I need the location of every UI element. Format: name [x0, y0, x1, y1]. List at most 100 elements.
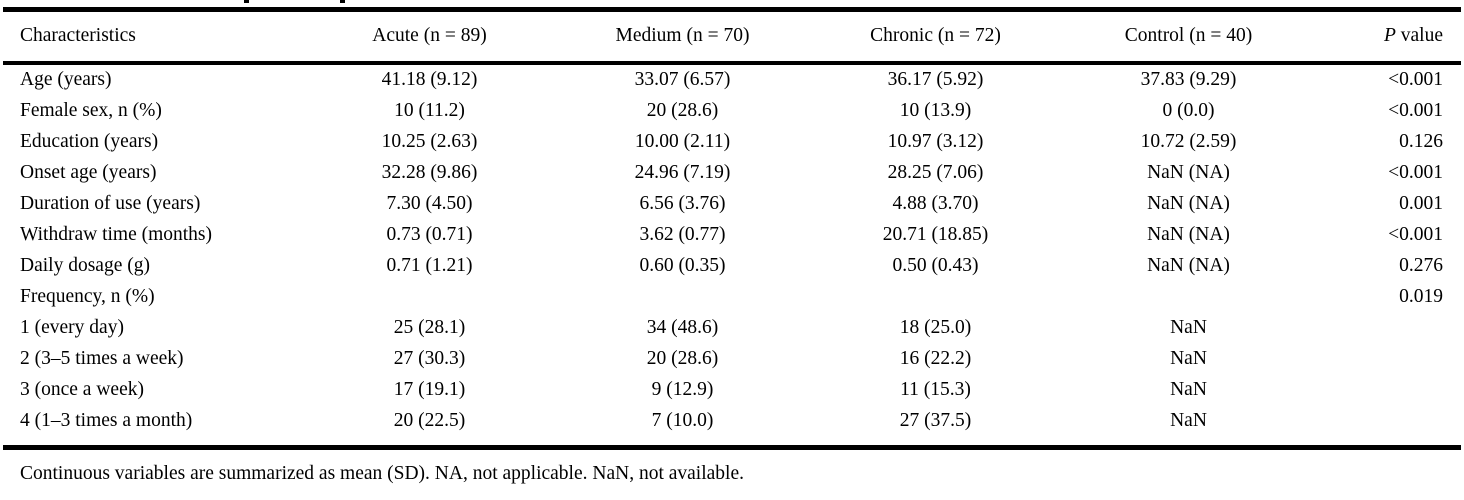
cell-chronic: 36.17 (5.92) [887, 69, 984, 91]
cell-p-value [1315, 406, 1461, 437]
header-characteristics: Characteristics [3, 12, 303, 65]
cell-acute: 17 (19.1) [393, 379, 466, 401]
cell-acute: 20 (22.5) [393, 410, 466, 432]
cropped-caption-artifact [340, 0, 345, 3]
cell-medium: 3.62 (0.77) [639, 224, 726, 246]
header-acute: Acute (n = 89) [303, 12, 556, 65]
cell-acute: 10 (11.2) [394, 100, 465, 122]
cell-medium: 34 (48.6) [646, 317, 719, 339]
table-bottom-padding [0, 437, 1464, 445]
cell-p-value [1315, 313, 1461, 344]
cell-medium: 0.60 (0.35) [639, 255, 726, 277]
cell-medium: 7 (10.0) [651, 410, 714, 432]
cell-acute: 25 (28.1) [393, 317, 466, 339]
cell-acute: 10.25 (2.63) [381, 131, 478, 153]
cell-control: NaN (NA) [1147, 224, 1230, 246]
row-label: Age (years) [20, 69, 112, 91]
cell-p-value: <0.001 [1388, 224, 1443, 246]
table-row: Daily dosage (g) 0.71 (1.21) 0.60 (0.35)… [3, 251, 1461, 282]
cell-control [1062, 282, 1315, 313]
cell-control: NaN (NA) [1147, 255, 1230, 277]
cell-medium: 24.96 (7.19) [634, 162, 731, 184]
table-top-rule [3, 7, 1461, 12]
cell-chronic [809, 282, 1062, 313]
cell-chronic: 11 (15.3) [900, 379, 971, 401]
row-label: 2 (3–5 times a week) [20, 348, 184, 370]
cell-medium: 10.00 (2.11) [634, 131, 731, 153]
cell-control: NaN [1170, 348, 1207, 370]
cell-p-value: 0.126 [1399, 131, 1443, 153]
cell-acute [303, 282, 556, 313]
header-medium: Medium (n = 70) [556, 12, 809, 65]
cell-control: NaN (NA) [1147, 193, 1230, 215]
header-p-value: P value [1315, 12, 1461, 65]
table-row: 2 (3–5 times a week) 27 (30.3) 20 (28.6)… [3, 344, 1461, 375]
row-label: Education (years) [20, 131, 159, 153]
cell-chronic: 4.88 (3.70) [892, 193, 979, 215]
cell-p-value [1315, 375, 1461, 406]
row-label: Daily dosage (g) [20, 255, 150, 277]
cell-acute: 32.28 (9.86) [381, 162, 478, 184]
table-row: Age (years) 41.18 (9.12) 33.07 (6.57) 36… [3, 63, 1461, 96]
cell-medium: 9 (12.9) [651, 379, 714, 401]
cell-medium: 20 (28.6) [646, 100, 719, 122]
cell-acute: 27 (30.3) [393, 348, 466, 370]
cell-acute: 0.71 (1.21) [386, 255, 473, 277]
cell-medium: 33.07 (6.57) [634, 69, 731, 91]
cell-control: NaN [1170, 379, 1207, 401]
row-label: 4 (1–3 times a month) [20, 410, 193, 432]
table-footnote: Continuous variables are summarized as m… [20, 463, 744, 484]
cell-p-value: 0.001 [1399, 193, 1443, 215]
table-row: 1 (every day) 25 (28.1) 34 (48.6) 18 (25… [3, 313, 1461, 344]
table-row: Female sex, n (%) 10 (11.2) 20 (28.6) 10… [3, 96, 1461, 127]
header-chronic: Chronic (n = 72) [809, 12, 1062, 65]
table-row: Duration of use (years) 7.30 (4.50) 6.56… [3, 189, 1461, 220]
table-row: 4 (1–3 times a month) 20 (22.5) 7 (10.0)… [3, 406, 1461, 437]
cell-acute: 41.18 (9.12) [381, 69, 478, 91]
cell-control: NaN [1170, 317, 1207, 339]
cell-acute: 0.73 (0.71) [386, 224, 473, 246]
table-bottom-rule [3, 445, 1461, 450]
table-row: Withdraw time (months) 0.73 (0.71) 3.62 … [3, 220, 1461, 251]
cell-chronic: 27 (37.5) [899, 410, 972, 432]
row-label: 3 (once a week) [20, 379, 144, 401]
table-row: 3 (once a week) 17 (19.1) 9 (12.9) 11 (1… [3, 375, 1461, 406]
row-label: Female sex, n (%) [20, 100, 162, 122]
table-body: Age (years) 41.18 (9.12) 33.07 (6.57) 36… [3, 63, 1461, 437]
characteristics-table: Characteristics Acute (n = 89) Medium (n… [3, 12, 1461, 437]
cell-medium [556, 282, 809, 313]
cell-chronic: 28.25 (7.06) [887, 162, 984, 184]
cell-medium: 20 (28.6) [646, 348, 719, 370]
header-row: Characteristics Acute (n = 89) Medium (n… [3, 12, 1461, 65]
cell-acute: 7.30 (4.50) [386, 193, 473, 215]
cell-chronic: 20.71 (18.85) [882, 224, 989, 246]
cell-p-value: 0.276 [1399, 255, 1443, 277]
cell-medium: 6.56 (3.76) [639, 193, 726, 215]
row-label: Withdraw time (months) [20, 224, 213, 246]
table-row: Education (years) 10.25 (2.63) 10.00 (2.… [3, 127, 1461, 158]
cell-p-value: <0.001 [1388, 100, 1443, 122]
row-label: Duration of use (years) [20, 193, 201, 215]
p-value-italic: P [1383, 25, 1396, 47]
cell-p-value: <0.001 [1388, 69, 1443, 91]
table-header: Characteristics Acute (n = 89) Medium (n… [3, 12, 1461, 65]
header-control: Control (n = 40) [1062, 12, 1315, 65]
cell-control: NaN [1170, 410, 1207, 432]
table-row: Onset age (years) 32.28 (9.86) 24.96 (7.… [3, 158, 1461, 189]
cell-p-value: 0.019 [1399, 286, 1443, 308]
cell-chronic: 0.50 (0.43) [892, 255, 979, 277]
cell-chronic: 10 (13.9) [899, 100, 972, 122]
row-label: Onset age (years) [20, 162, 157, 184]
cell-control: 0 (0.0) [1162, 100, 1215, 122]
cell-chronic: 18 (25.0) [899, 317, 972, 339]
cell-chronic: 10.97 (3.12) [887, 131, 984, 153]
cell-control: NaN (NA) [1147, 162, 1230, 184]
p-value-rest: value [1395, 25, 1443, 47]
row-label: Frequency, n (%) [20, 286, 155, 308]
row-label: 1 (every day) [20, 317, 124, 339]
cropped-caption-artifact [244, 0, 249, 3]
cell-p-value: <0.001 [1388, 162, 1443, 184]
cell-control: 37.83 (9.29) [1140, 69, 1237, 91]
cell-control: 10.72 (2.59) [1140, 131, 1237, 153]
